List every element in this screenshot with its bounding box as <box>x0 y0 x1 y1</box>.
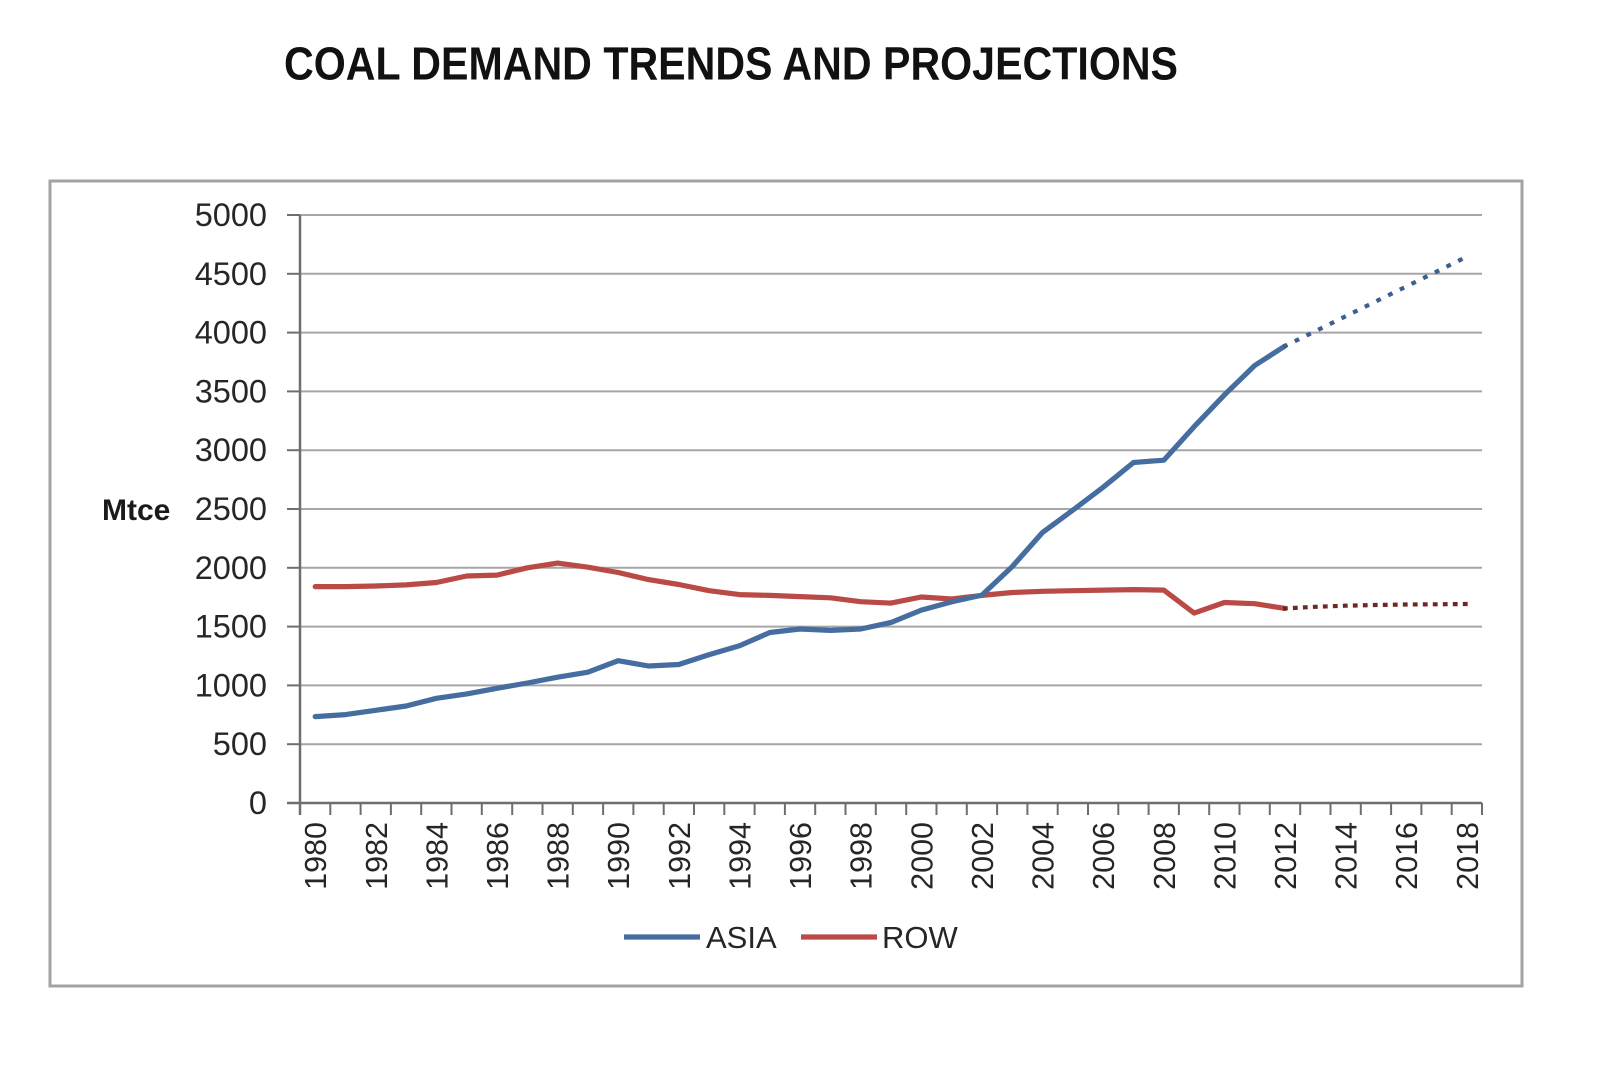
svg-text:1996: 1996 <box>784 822 818 890</box>
svg-text:ROW: ROW <box>882 920 959 955</box>
svg-text:2014: 2014 <box>1330 822 1364 890</box>
svg-text:2008: 2008 <box>1148 822 1182 890</box>
svg-text:Mtce: Mtce <box>102 494 170 527</box>
svg-text:1500: 1500 <box>195 609 267 645</box>
svg-text:3500: 3500 <box>195 373 267 409</box>
svg-text:1990: 1990 <box>602 822 636 890</box>
svg-text:2018: 2018 <box>1451 822 1485 890</box>
svg-text:1984: 1984 <box>420 822 454 890</box>
svg-text:2004: 2004 <box>1027 822 1061 890</box>
svg-text:2010: 2010 <box>1208 822 1242 890</box>
svg-text:2000: 2000 <box>905 822 939 890</box>
svg-text:2002: 2002 <box>966 822 1000 890</box>
svg-text:1982: 1982 <box>360 822 394 890</box>
svg-text:2000: 2000 <box>195 550 267 586</box>
svg-text:4500: 4500 <box>195 256 267 292</box>
svg-text:2500: 2500 <box>195 491 267 527</box>
svg-text:1998: 1998 <box>845 822 879 890</box>
svg-text:1980: 1980 <box>299 822 333 890</box>
svg-text:4000: 4000 <box>195 315 267 351</box>
svg-text:0: 0 <box>249 785 267 821</box>
svg-text:ASIA: ASIA <box>706 920 777 955</box>
svg-text:1986: 1986 <box>481 822 515 890</box>
svg-text:1988: 1988 <box>542 822 576 890</box>
svg-text:1994: 1994 <box>724 822 758 890</box>
svg-text:3000: 3000 <box>195 432 267 468</box>
svg-text:2016: 2016 <box>1390 822 1424 890</box>
svg-text:2012: 2012 <box>1269 822 1303 890</box>
svg-text:COAL DEMAND TRENDS AND PROJECT: COAL DEMAND TRENDS AND PROJECTIONS <box>284 38 1178 90</box>
svg-text:1000: 1000 <box>195 667 267 703</box>
svg-text:2006: 2006 <box>1087 822 1121 890</box>
svg-text:1992: 1992 <box>663 822 697 890</box>
svg-text:5000: 5000 <box>195 197 267 233</box>
svg-text:500: 500 <box>213 726 267 762</box>
